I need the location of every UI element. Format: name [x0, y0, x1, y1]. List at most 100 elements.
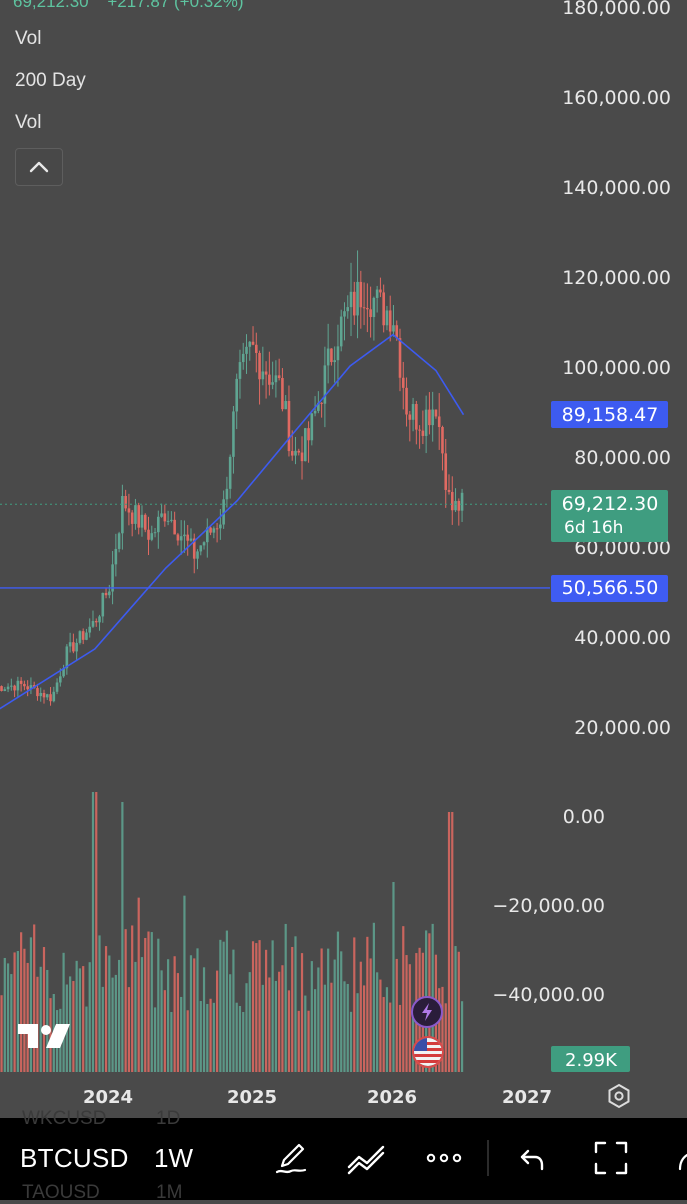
volume-bar: [447, 812, 451, 1072]
toolbar-overflow-icon[interactable]: [676, 1139, 687, 1177]
volume-bar: [229, 974, 232, 1072]
volume-bar: [46, 969, 49, 1072]
candle-body: [209, 527, 212, 533]
price-chart[interactable]: 180,000.00 160,000.00 140,000.00 120,000.00…: [0, 0, 687, 1118]
candle-body: [460, 492, 464, 511]
candle-body: [271, 382, 274, 385]
candle-body: [52, 691, 56, 702]
candle-body: [206, 527, 209, 543]
candle-body: [359, 281, 363, 308]
candle-body: [134, 505, 137, 524]
candle-body: [59, 676, 62, 683]
candle-body: [447, 489, 451, 492]
volume-bar: [78, 968, 82, 1072]
volume-bar: [153, 1007, 157, 1072]
volume-bar: [225, 930, 229, 1072]
volume-bar: [317, 967, 320, 1072]
candle-body: [268, 374, 271, 385]
candle-body: [42, 692, 46, 698]
candle-body: [6, 686, 10, 690]
candle-body: [62, 668, 65, 677]
candle-body: [219, 524, 222, 529]
candle-body: [78, 631, 82, 643]
legend-vol-label-2[interactable]: Vol: [15, 112, 42, 133]
volume-bar: [104, 946, 108, 1072]
candle-body: [85, 632, 88, 640]
ma-200-line[interactable]: [0, 333, 465, 712]
volume-bar: [278, 971, 281, 1072]
legend-vol-label[interactable]: Vol: [15, 28, 42, 49]
volume-bar: [72, 981, 75, 1072]
collapse-legend-button[interactable]: [15, 148, 63, 186]
volume-bar: [186, 1010, 189, 1072]
price-axis-label: 140,000.00: [562, 177, 671, 199]
chart-canvas[interactable]: 180,000.00 160,000.00 140,000.00 120,000.00…: [0, 0, 687, 1118]
candle-body: [431, 409, 434, 426]
candle-body: [317, 402, 320, 411]
volume-bar: [438, 988, 441, 1072]
candle-body: [150, 533, 154, 540]
settings-icon[interactable]: [606, 1083, 632, 1109]
volume-bar: [202, 967, 206, 1072]
more-icon[interactable]: [424, 1139, 464, 1177]
candle-body: [16, 680, 20, 691]
flash-icon[interactable]: [411, 996, 443, 1028]
candle-body: [111, 564, 114, 592]
volume-bar: [264, 949, 268, 1072]
candle-body: [232, 411, 235, 457]
candle-body: [287, 400, 291, 452]
trend-line-icon[interactable]: [346, 1139, 388, 1177]
candle-body: [330, 348, 333, 363]
candle-body: [140, 514, 144, 528]
ghost-interval-below: 1M: [156, 1182, 183, 1203]
candle-body: [215, 528, 219, 530]
candle-body: [444, 453, 448, 490]
volume-bar: [127, 987, 131, 1072]
toolbar-divider: [487, 1140, 489, 1176]
volume-bar: [281, 965, 284, 1072]
bottom-toolbar: [0, 1118, 687, 1200]
time-axis-label: 2024: [83, 1087, 133, 1108]
candle-body: [88, 626, 92, 633]
volume-bar: [385, 987, 389, 1072]
candle-body: [277, 375, 281, 379]
volume-bar: [356, 993, 359, 1072]
volume-bar: [376, 972, 379, 1072]
price-axis-label: 180,000.00: [562, 0, 671, 19]
ghost-interval-above: 1D: [156, 1108, 181, 1129]
candle-body: [248, 341, 252, 347]
candle-body: [454, 500, 457, 511]
fullscreen-icon[interactable]: [592, 1139, 630, 1177]
volume-bar: [411, 1006, 415, 1072]
volume-bar: [362, 985, 366, 1072]
volume-bar: [212, 1002, 215, 1072]
price-axis-label: 40,000.00: [574, 627, 671, 649]
legend-200day-label[interactable]: 200 Day: [15, 70, 86, 91]
candle-body: [101, 592, 105, 617]
volume-bar: [62, 952, 65, 1072]
candle-body: [281, 378, 284, 410]
volume-bar: [137, 897, 140, 1072]
volume-bar: [398, 1004, 402, 1072]
volume-bar: [359, 961, 362, 1072]
candle-body: [91, 621, 95, 627]
interval-picker[interactable]: 1W: [154, 1143, 193, 1173]
volume-bar: [42, 947, 46, 1072]
volume-bar: [163, 990, 166, 1072]
us-flag-icon[interactable]: [412, 1036, 444, 1068]
candle-body: [19, 680, 23, 684]
volume-bar: [108, 955, 111, 1072]
candle-body: [186, 534, 190, 541]
undo-icon[interactable]: [517, 1139, 549, 1177]
volume-bar: [144, 938, 147, 1072]
candle-body: [157, 516, 160, 533]
candle-body: [411, 404, 415, 420]
legend-change: +217.87 (+0.32%): [107, 0, 244, 11]
candle-body: [179, 536, 183, 541]
volume-bar: [69, 976, 72, 1072]
pen-icon[interactable]: [272, 1139, 310, 1177]
volume-bar: [82, 966, 85, 1072]
candle-body: [343, 311, 346, 317]
symbol-picker[interactable]: BTCUSD: [20, 1143, 129, 1173]
candle-body: [441, 427, 444, 454]
